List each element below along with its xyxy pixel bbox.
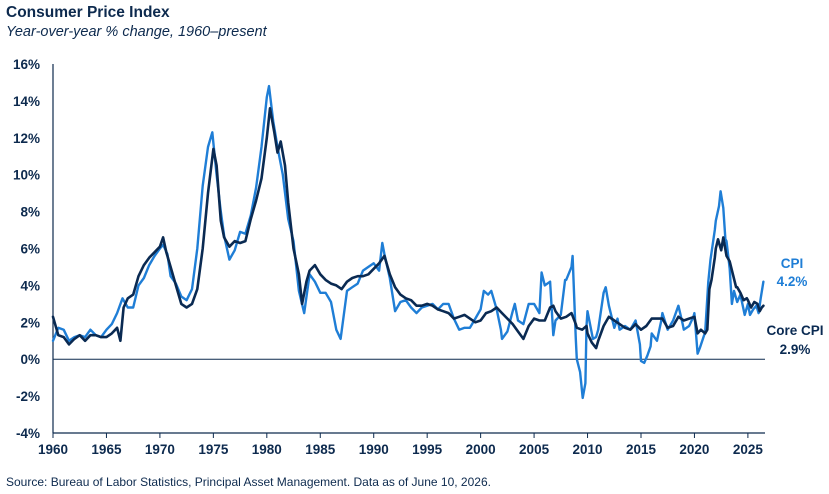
x-tick-label: 2005 <box>519 442 550 457</box>
core-cpi-series-line <box>51 107 765 350</box>
y-tick-label: 6% <box>20 242 40 257</box>
x-tick-label: 1990 <box>359 442 389 457</box>
cpi-end-label-value: 4.2% <box>777 274 808 289</box>
chart-subtitle: Year-over-year % change, 1960–present <box>6 24 267 40</box>
core-cpi-end-label-value: 2.9% <box>780 342 811 357</box>
x-tick-label: 1975 <box>198 442 229 457</box>
x-tick-label: 2000 <box>466 442 496 457</box>
x-tick-label: 2010 <box>573 442 603 457</box>
x-tick-label: 1970 <box>145 442 175 457</box>
chart-title: Consumer Price Index <box>6 4 170 21</box>
cpi-series-line <box>51 84 765 400</box>
y-tick-label: 0% <box>20 352 40 367</box>
y-tick-label: 12% <box>13 131 40 146</box>
y-tick-label: 10% <box>13 168 40 183</box>
series-end-labels: CPI 4.2% Core CPI 2.9% <box>766 256 823 357</box>
core-cpi-end-label-name: Core CPI <box>766 323 823 338</box>
y-tick-label: 4% <box>20 278 40 293</box>
y-tick-label: 16% <box>13 57 40 72</box>
x-tick-label: 2025 <box>733 442 764 457</box>
x-tick-label: 1960 <box>38 442 68 457</box>
y-tick-label: 8% <box>20 205 40 220</box>
x-axis-tick-labels: 1960 1965 1970 1975 1980 1985 1990 1995 2000 2005… <box>38 433 763 457</box>
y-tick-label: 2% <box>20 315 40 330</box>
series-lines <box>51 84 765 400</box>
x-tick-label: 1980 <box>252 442 282 457</box>
x-tick-label: 1965 <box>91 442 122 457</box>
x-tick-label: 2020 <box>679 442 709 457</box>
x-tick-label: 1995 <box>412 442 443 457</box>
source-note: Source: Bureau of Labor Statistics, Prin… <box>6 475 491 489</box>
y-tick-label: -4% <box>16 426 40 441</box>
cpi-end-label-name: CPI <box>781 256 804 271</box>
x-tick-label: 1985 <box>305 442 336 457</box>
y-tick-label: 14% <box>13 94 40 109</box>
x-tick-label: 2015 <box>626 442 657 457</box>
y-axis-tick-labels: -4% -2% 0% 2% 4% 6% 8% 10% 12% 14% 16% <box>13 57 40 441</box>
y-tick-label: -2% <box>16 389 40 404</box>
